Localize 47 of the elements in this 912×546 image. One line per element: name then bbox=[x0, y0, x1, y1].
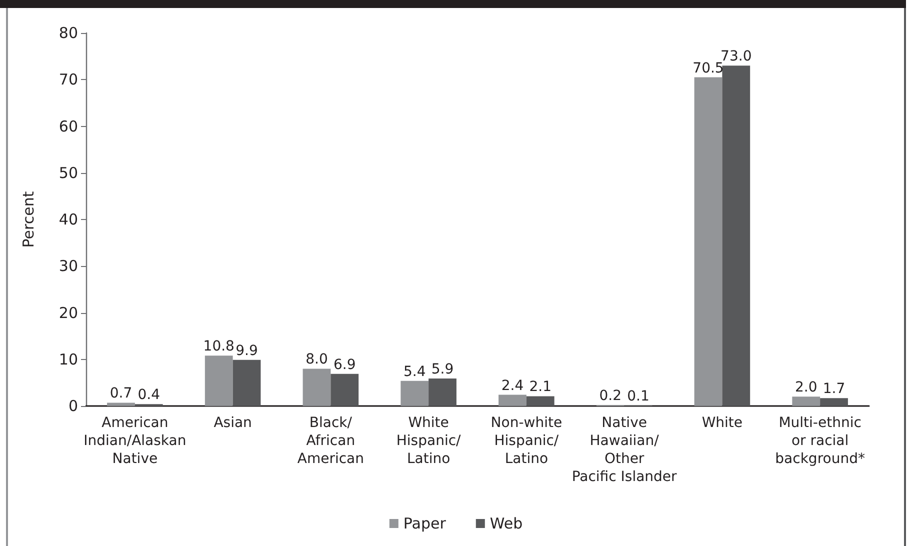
legend-label: Paper bbox=[403, 514, 447, 532]
data-label: 5.9 bbox=[431, 361, 454, 378]
data-label: 0.7 bbox=[110, 386, 132, 402]
data-label: 8.0 bbox=[306, 352, 328, 368]
data-label: 0.1 bbox=[627, 388, 650, 405]
data-label: 0.2 bbox=[599, 388, 622, 404]
data-label: 1.7 bbox=[822, 381, 846, 398]
legend-label: Web bbox=[490, 514, 523, 532]
data-label: 9.9 bbox=[236, 342, 258, 359]
data-label: 0.4 bbox=[138, 387, 160, 404]
y-tick-label: 40 bbox=[58, 210, 78, 228]
y-tick-label: 80 bbox=[58, 24, 78, 42]
bar bbox=[428, 378, 456, 406]
bar bbox=[330, 374, 359, 406]
bar bbox=[498, 394, 526, 406]
bar bbox=[107, 402, 135, 406]
bar bbox=[204, 356, 233, 406]
bar bbox=[722, 66, 750, 406]
y-tick-label: 60 bbox=[58, 117, 78, 136]
x-tick-label: Multi-ethnic or racial background* bbox=[775, 415, 865, 467]
bar bbox=[302, 368, 331, 406]
x-tick-label: White Hispanic/ Latino bbox=[396, 415, 462, 467]
x-tick-label: White bbox=[702, 415, 743, 431]
y-tick-label: 70 bbox=[58, 70, 78, 89]
bar bbox=[400, 380, 429, 406]
data-label: 2.4 bbox=[501, 378, 524, 394]
y-axis-title: Percent bbox=[20, 191, 38, 248]
data-label: 2.1 bbox=[529, 379, 552, 396]
y-tick-label: 0 bbox=[68, 397, 78, 415]
x-tick-label: Native Hawaiian/ Other Pacific Islander bbox=[572, 415, 678, 485]
bar bbox=[232, 360, 261, 406]
y-tick-label: 50 bbox=[58, 164, 78, 182]
x-tick-label: Black/ African American bbox=[297, 415, 364, 467]
y-tick-label: 20 bbox=[58, 304, 78, 322]
x-tick-label: American Indian/Alaskan Native bbox=[84, 415, 186, 467]
bar bbox=[694, 77, 722, 406]
bar bbox=[526, 396, 554, 406]
data-label: 5.4 bbox=[403, 364, 426, 380]
data-label: 2.0 bbox=[794, 380, 818, 396]
data-label: 10.8 bbox=[203, 338, 234, 355]
x-tick-label: Non-white Hispanic/ Latino bbox=[490, 415, 562, 467]
x-tick-label: Asian bbox=[214, 415, 252, 431]
data-label: 6.9 bbox=[334, 356, 356, 373]
bar bbox=[820, 398, 848, 406]
y-tick-label: 10 bbox=[58, 350, 78, 368]
y-tick-label: 30 bbox=[58, 257, 78, 276]
bar bbox=[792, 396, 820, 406]
